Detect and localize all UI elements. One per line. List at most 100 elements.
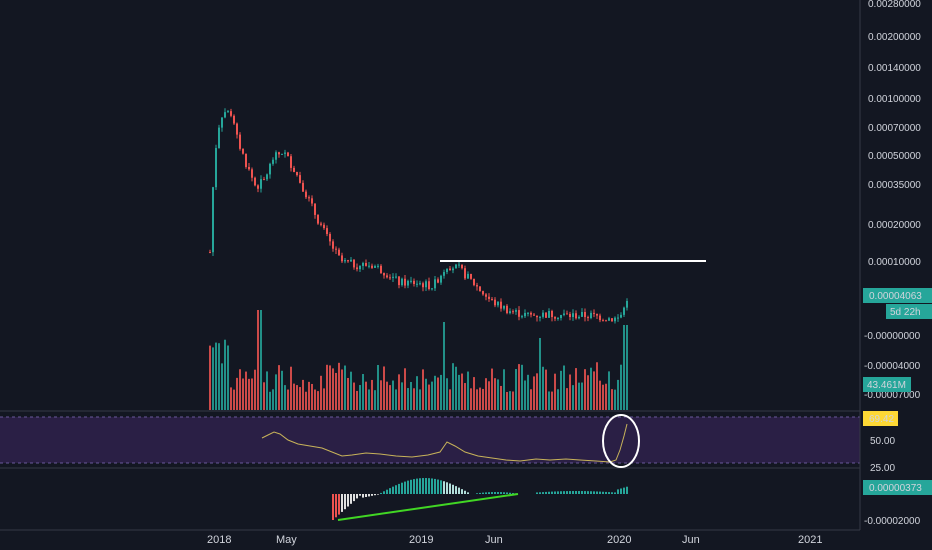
candle-body — [473, 278, 475, 286]
candle-body — [242, 148, 244, 154]
macd-bar — [383, 491, 385, 494]
candle-body — [626, 300, 628, 308]
volume-bar — [392, 380, 394, 410]
candle-body — [497, 301, 499, 306]
volume-bar — [251, 378, 253, 410]
candle-body — [485, 294, 487, 297]
candle-body — [368, 265, 370, 267]
candle-body — [257, 185, 259, 189]
volume-bar — [431, 381, 433, 410]
volume-bar — [272, 389, 274, 410]
macd-bar — [500, 492, 502, 494]
macd-bar — [359, 494, 361, 496]
volume-bar — [500, 385, 502, 410]
volume-bar — [341, 369, 343, 410]
volume-bar — [269, 391, 271, 410]
volume-bar — [377, 364, 379, 410]
candle-body — [542, 312, 544, 317]
candle-body — [482, 291, 484, 295]
macd-bar — [605, 491, 607, 494]
candle-body — [389, 277, 391, 279]
candle-body — [455, 264, 457, 269]
candle-body — [281, 153, 283, 155]
candle-body — [563, 313, 565, 315]
candle-body — [419, 283, 421, 285]
candle-body — [512, 311, 514, 313]
candle-body — [221, 117, 223, 128]
volume-bar — [545, 369, 547, 410]
candle-body — [230, 111, 232, 116]
volume-bar — [620, 364, 622, 410]
divergence-trendline — [337, 493, 519, 521]
macd-bar — [392, 486, 394, 494]
macd-current-label: 0.00000373 — [863, 480, 932, 495]
candle-body — [272, 159, 274, 164]
volume-bar — [263, 382, 265, 410]
volume-bar — [584, 369, 586, 410]
macd-bar — [497, 492, 499, 494]
countdown-label: 5d 22h — [886, 304, 932, 319]
candle-body — [326, 228, 328, 234]
volume-bar — [608, 371, 610, 410]
volume-bar — [533, 376, 535, 410]
macd-current-text: 0.00000373 — [869, 483, 922, 494]
volume-bar — [404, 368, 406, 410]
volume-bar — [398, 374, 400, 410]
price-tick: 0.00280000 — [868, 0, 921, 10]
volume-bar — [380, 380, 382, 410]
candle-body — [548, 311, 550, 318]
candle-body — [596, 313, 598, 316]
macd-bar — [431, 478, 433, 494]
macd-bar — [371, 494, 373, 496]
macd-bar — [578, 491, 580, 494]
macd-bar — [401, 482, 403, 494]
volume-bar — [209, 345, 211, 410]
candle-body — [608, 318, 610, 321]
rsi-current-bg — [863, 411, 898, 426]
macd-bar — [512, 493, 514, 494]
candle-body — [533, 314, 535, 316]
candle-body — [470, 273, 472, 279]
candle-body — [308, 197, 310, 199]
candle-body — [392, 276, 394, 278]
candle-body — [554, 317, 556, 319]
volume-bar — [554, 373, 556, 410]
price-tick: 0.00070000 — [868, 123, 921, 134]
candle-body — [428, 281, 430, 290]
macd-bar — [608, 492, 610, 494]
candle-body — [515, 310, 517, 312]
volume-bar — [491, 368, 493, 410]
volume-bar — [452, 363, 454, 410]
volume-bar — [446, 378, 448, 410]
candle-body — [383, 273, 385, 276]
candle-body — [317, 214, 319, 224]
candle-body — [311, 198, 313, 204]
candle-body — [347, 260, 349, 262]
macd-bar — [560, 491, 562, 494]
time-tick: Jun — [682, 534, 700, 546]
volume-bar — [530, 389, 532, 410]
macd-bar — [443, 481, 445, 494]
volume-bar — [419, 389, 421, 410]
candle-body — [440, 275, 442, 283]
time-tick: May — [276, 534, 297, 546]
volume-bar — [239, 369, 241, 410]
candle-body — [239, 134, 241, 149]
candle-body — [218, 127, 220, 149]
volume-bar — [605, 383, 607, 410]
volume-bar — [365, 381, 367, 410]
candle-body — [494, 299, 496, 306]
macd-bar — [599, 491, 601, 494]
volume-bar — [518, 364, 520, 410]
macd-bar — [377, 494, 379, 495]
candle-body — [353, 259, 355, 268]
price-tick: 0.00100000 — [868, 94, 921, 105]
candle-body — [344, 260, 346, 262]
volume-bar — [509, 391, 511, 410]
volume-bar — [521, 364, 523, 410]
candle-body — [449, 268, 451, 271]
candle-body — [299, 175, 301, 183]
volume-bar — [575, 368, 577, 410]
candle-body — [536, 315, 538, 318]
candle-body — [314, 203, 316, 215]
